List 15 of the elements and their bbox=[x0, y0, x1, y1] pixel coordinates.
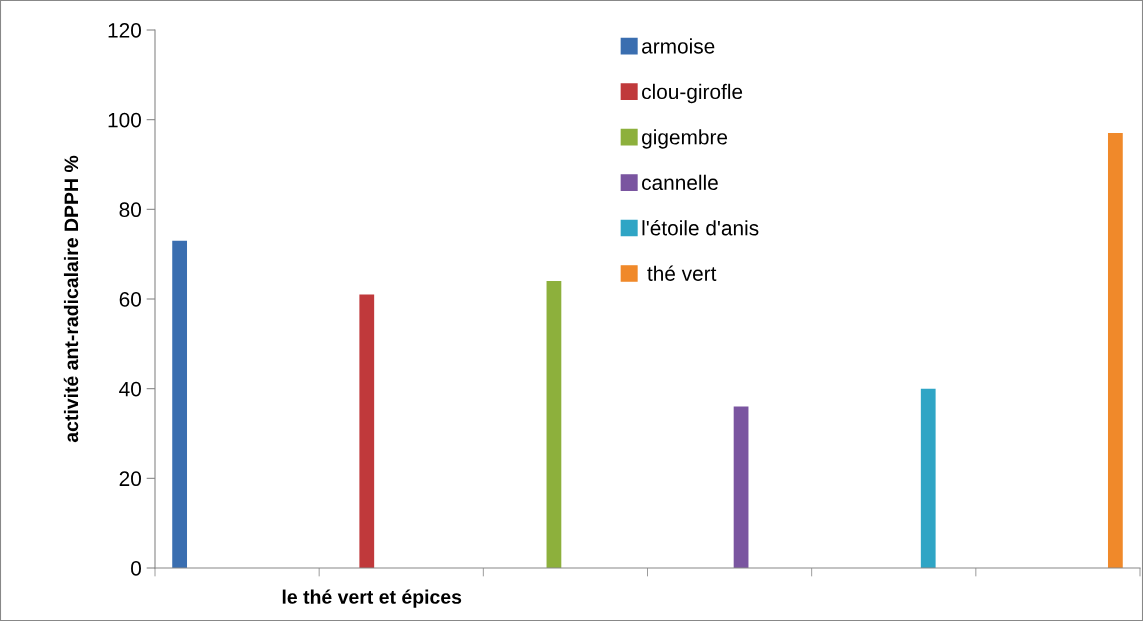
y-tick-label: 120 bbox=[108, 23, 141, 38]
legend-label: thé vert bbox=[647, 265, 717, 281]
y-tick-label: 100 bbox=[108, 112, 141, 128]
y-axis-title: activité ant-radicalaire DPPH % bbox=[63, 155, 79, 443]
x-axis-title: le thé vert et épices bbox=[282, 589, 462, 608]
y-tick-label: 0 bbox=[131, 561, 141, 576]
y-tick-label: 40 bbox=[119, 381, 141, 397]
legend-label: gigembre bbox=[642, 129, 728, 149]
y-tick-label: 80 bbox=[119, 202, 141, 218]
legend-label: clou-girofle bbox=[642, 83, 743, 104]
y-tick-label: 60 bbox=[119, 292, 141, 307]
y-tick-label: 20 bbox=[119, 471, 141, 487]
legend-label: l'étoile d'anis bbox=[642, 219, 759, 236]
legend-label: cannelle bbox=[642, 174, 718, 191]
legend-label: armoise bbox=[642, 38, 715, 54]
